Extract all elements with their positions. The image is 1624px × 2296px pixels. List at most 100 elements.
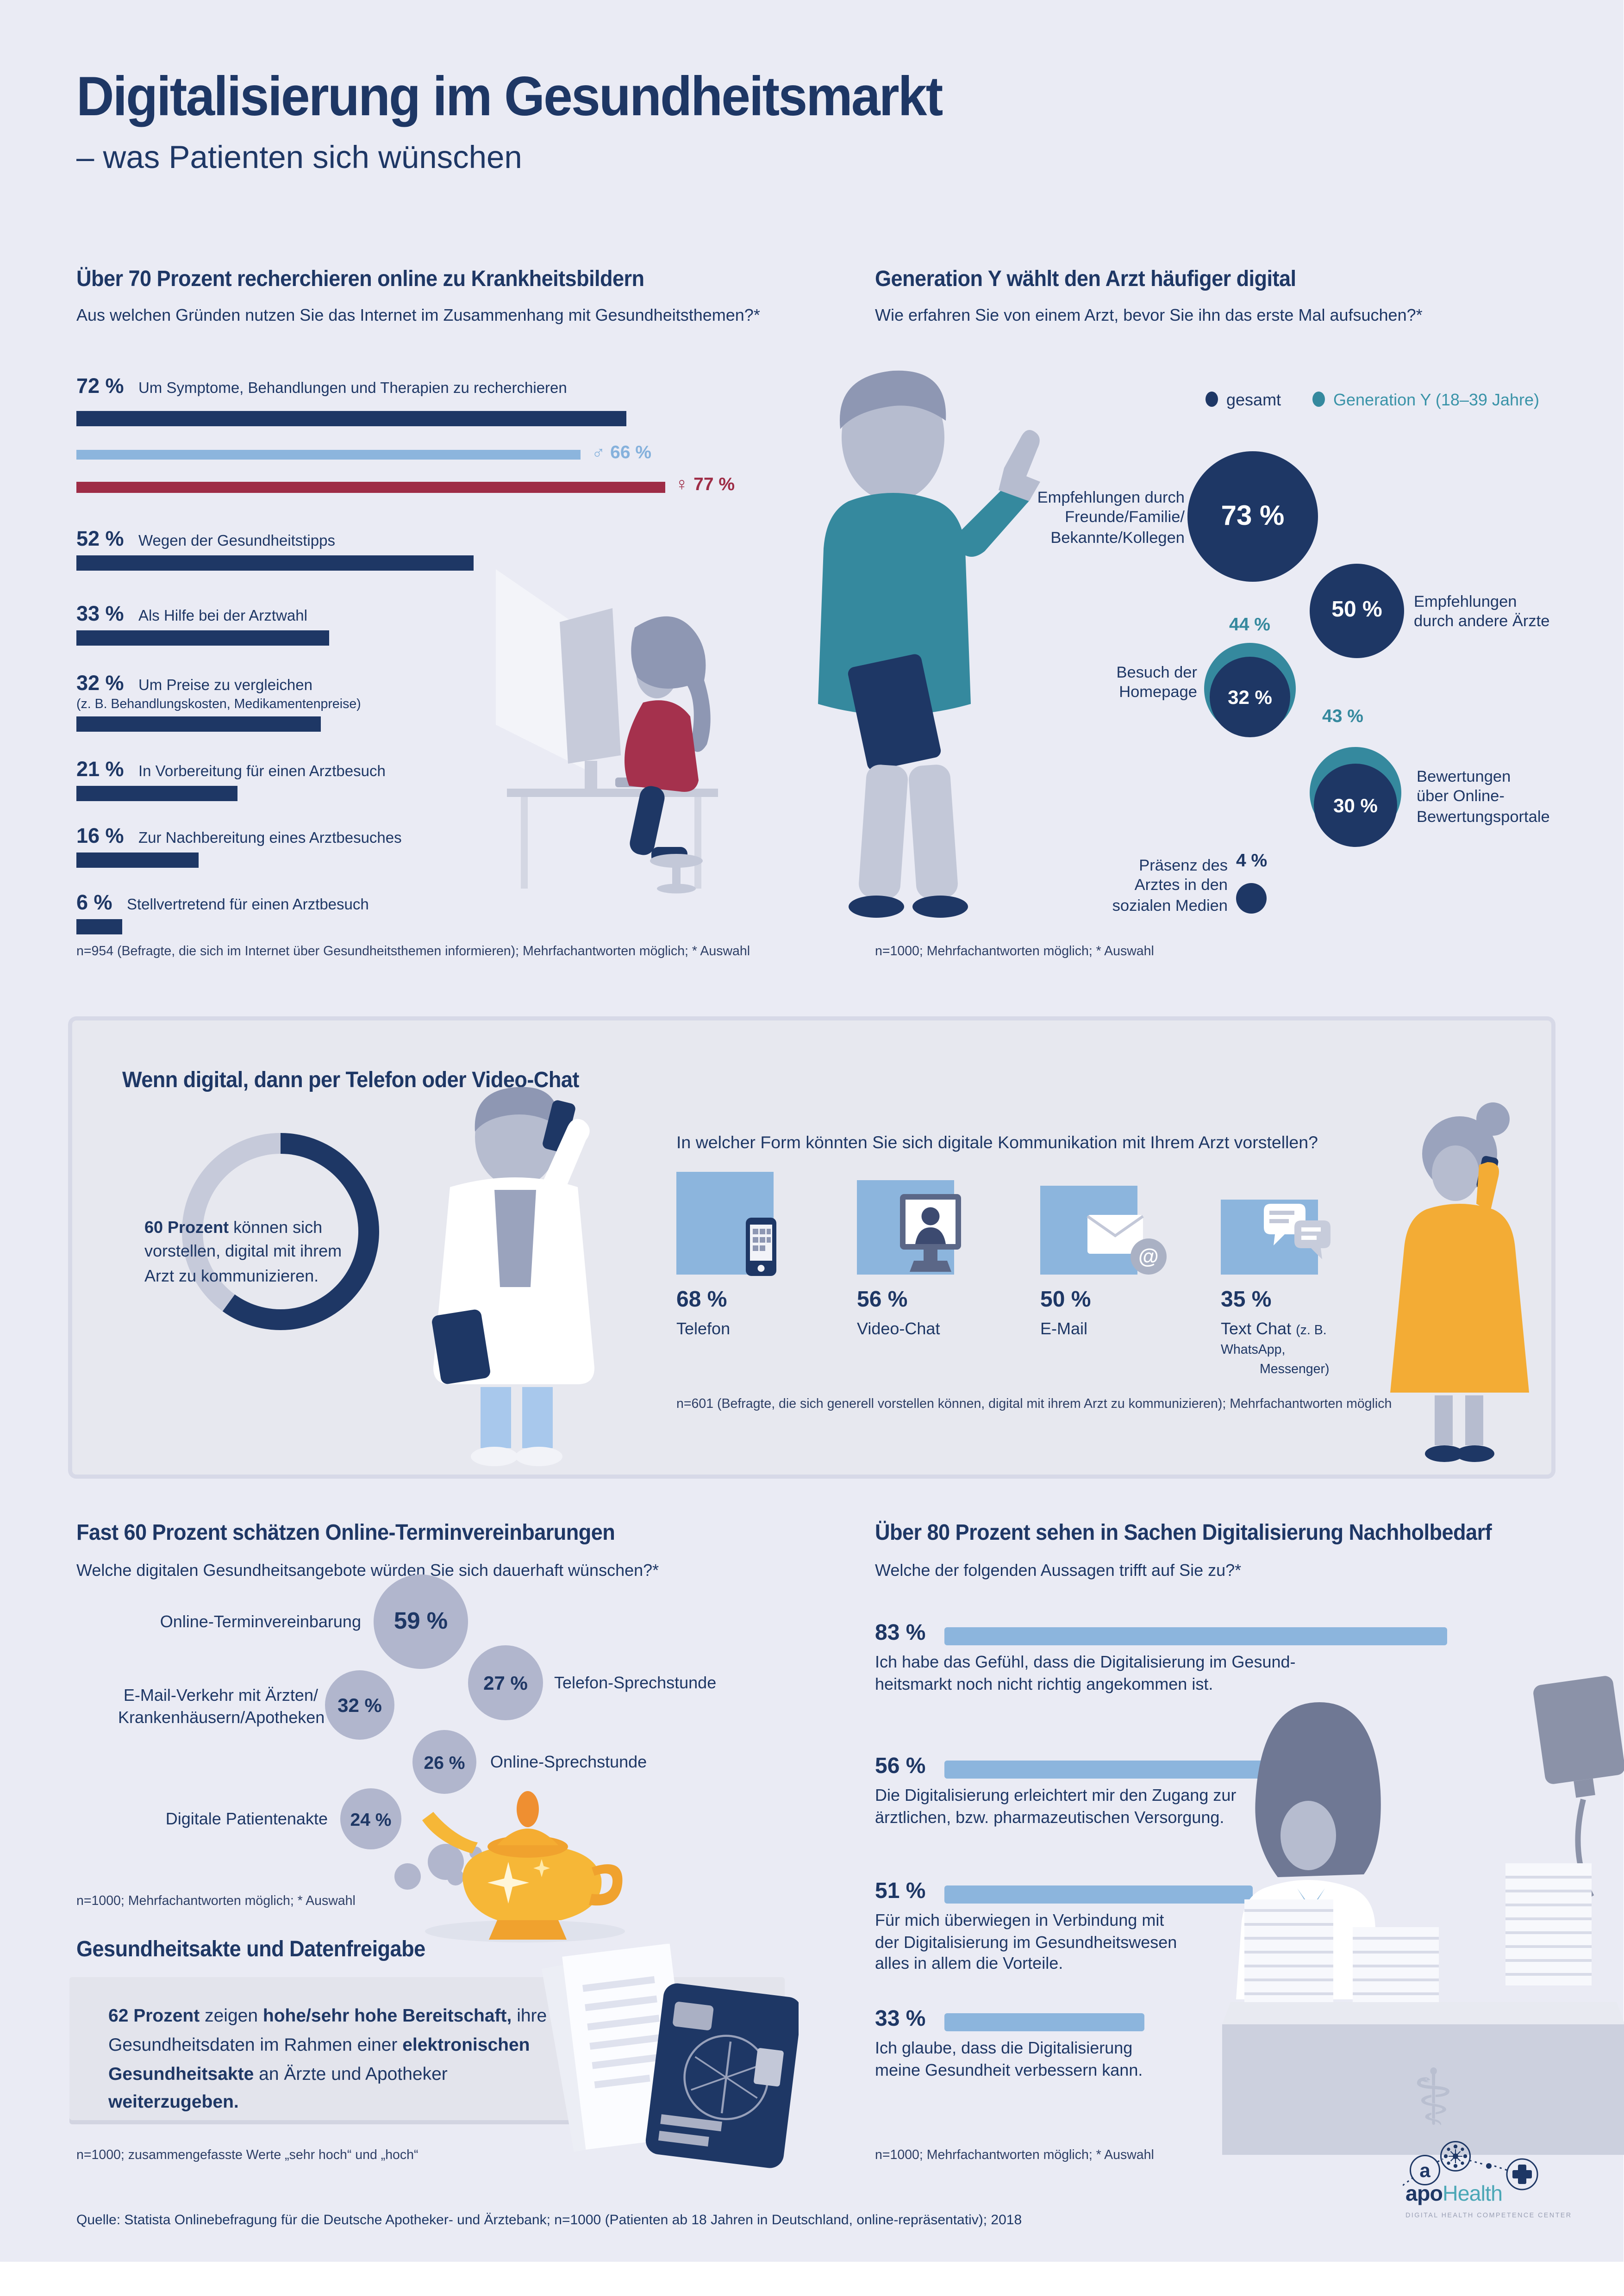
bar-row-label: 21 % In Vorbereitung für einen Arztbesuc… <box>76 758 386 783</box>
legend-dot-gesamt <box>1206 392 1218 407</box>
section-c-footnote: n=1000; Mehrfachantworten möglich; * Aus… <box>76 1894 356 1909</box>
bubble-label: Online-Terminvereinbarung <box>160 1612 361 1631</box>
geny-value-43: 43 % <box>1322 705 1363 726</box>
shoe <box>515 1447 562 1466</box>
monitor <box>560 608 621 764</box>
bubble-27: 27 % <box>468 1645 543 1720</box>
statement-bold: 62 Prozent <box>108 2005 200 2026</box>
bar-label-main: Text Chat <box>1221 1319 1292 1338</box>
section-d-footnote: n=1000; zusammengefasste Werte „sehr hoc… <box>76 2148 418 2163</box>
shoe <box>912 896 968 918</box>
bar-caption: Zur Nachbereitung eines Arztbesuches <box>138 830 402 847</box>
logo-dotted-lines <box>1403 2158 1507 2186</box>
leg <box>1465 1395 1483 1445</box>
logo-plus-circle <box>1506 2158 1538 2190</box>
genie-lamp-illustration <box>422 1791 625 1942</box>
at-glyph: @ <box>1138 1244 1159 1268</box>
bar-value: 50 % <box>1040 1288 1091 1312</box>
bar-caption: Wegen der Gesundheitstipps <box>138 533 335 550</box>
section-a-footnote: n=954 (Befragte, die sich im Internet üb… <box>76 944 750 959</box>
reception-desk-illustration: ⚕ <box>1222 1676 1624 2155</box>
donut-hole <box>203 1154 358 1309</box>
statement-part: ihre Gesundheitsdaten im Rahmen einer <box>108 2005 547 2055</box>
bubble-4 <box>1236 883 1267 914</box>
screen-light <box>496 569 585 769</box>
logo-plus-icon <box>1512 2165 1532 2184</box>
thumb-up-hand <box>999 430 1040 501</box>
section-e-footnote: n=1000; Mehrfachantworten möglich; * Aus… <box>875 2148 1154 2163</box>
bar <box>76 716 321 731</box>
smoke-bubble <box>394 1863 421 1890</box>
logo-health: Health <box>1443 2183 1503 2206</box>
bar-label-small: (z. B. WhatsApp, <box>1221 1323 1327 1358</box>
bar-label: Video-Chat <box>857 1319 940 1338</box>
donut-caption-rest: können sich vorstellen, digital mit ihre… <box>144 1218 342 1286</box>
bubble-73: 73 % <box>1187 451 1318 582</box>
bar-female <box>76 482 665 493</box>
paper-stack-right <box>1505 1863 1592 1985</box>
donut-caption-bold: 60 Prozent <box>144 1218 229 1237</box>
section-e-heading: Über 80 Prozent sehen in Sachen Digitali… <box>875 1522 1492 1545</box>
sweater-under-coat <box>494 1190 536 1287</box>
bubble-label: Bewertungen über Online- Bewertungsporta… <box>1417 769 1550 826</box>
hair <box>475 1087 559 1132</box>
bar-value: 16 % <box>76 825 124 848</box>
lamp-spout <box>422 1812 478 1854</box>
logo-molecule-icon <box>1443 2144 1468 2168</box>
stat-value: 56 % <box>875 1755 926 1779</box>
male-value: 66 % <box>610 442 652 462</box>
stat-text: Für mich überwiegen in Verbindung mit de… <box>875 1910 1177 1973</box>
tablet <box>848 654 941 771</box>
male-icon: ♂ <box>592 442 606 462</box>
paper-stack-left <box>1244 1899 1333 2002</box>
shoe <box>849 896 904 918</box>
bar-label: Telefon <box>676 1319 731 1338</box>
stool-base <box>657 884 696 894</box>
legend-label: gesamt <box>1226 390 1281 410</box>
health-card <box>645 1983 799 2168</box>
donut-chart-60 <box>182 1133 379 1330</box>
bar-row-label: 6 % Stellvertretend für einen Arztbesuch <box>76 891 369 916</box>
bubble-label: Telefon-Sprechstunde <box>554 1673 717 1692</box>
bar-row-label: 72 % Um Symptome, Behandlungen und Thera… <box>76 375 567 400</box>
bar-caption: Um Preise zu vergleichen <box>138 678 312 694</box>
section-c-heading: Fast 60 Prozent schätzen Online-Terminve… <box>76 1522 615 1545</box>
bubble-32: 32 % <box>1210 657 1290 737</box>
shoe <box>1425 1445 1464 1462</box>
sparkle <box>487 1862 529 1904</box>
bar-value: 35 % <box>1221 1288 1272 1312</box>
bar <box>76 630 329 645</box>
bar-row-label: 32 % Um Preise zu vergleichen <box>76 672 312 697</box>
page-subtitle: – was Patienten sich wünschen <box>76 139 522 175</box>
bar <box>76 852 199 867</box>
stat-bar <box>944 2013 1144 2031</box>
leg <box>1435 1395 1453 1445</box>
bubble-value: 26 % <box>424 1751 465 1773</box>
bubble-value: 30 % <box>1333 794 1378 816</box>
paper-lines <box>582 1976 665 2089</box>
face <box>1432 1145 1479 1201</box>
bubble-32: 32 % <box>325 1670 394 1740</box>
apohealth-logo-text: apoHealth <box>1405 2183 1528 2208</box>
bubble-value: 73 % <box>1221 500 1285 531</box>
female-value: 77 % <box>693 473 735 494</box>
stool-seat <box>650 854 703 868</box>
geny-value-44: 44 % <box>1229 614 1270 635</box>
senior-woman-phone-illustration <box>1390 1102 1529 1462</box>
leg <box>481 1387 511 1448</box>
leg <box>909 765 958 899</box>
bubble-value: 27 % <box>483 1672 528 1694</box>
bar-caption: Stellvertretend für einen Arztbesuch <box>126 897 369 914</box>
bubble-label: Besuch der Homepage <box>1116 665 1197 702</box>
lamp-knob <box>517 1791 539 1827</box>
bar-subcaption: (z. B. Behandlungskosten, Medikamentenpr… <box>76 697 361 712</box>
legend-label: Generation Y (18–39 Jahre) <box>1333 390 1539 410</box>
bubble-label: Empfehlungen durch andere Ärzte <box>1414 594 1550 631</box>
statement-bold: elektronischen Gesundheitsakte <box>108 2034 530 2084</box>
section-b-heading: Generation Y wählt den Arzt häufiger dig… <box>875 268 1296 292</box>
email-icon: @ <box>1087 1215 1167 1275</box>
sparkle-small <box>533 1859 550 1877</box>
legend-gesamt: gesamt <box>1206 390 1281 410</box>
statement-bold: hohe/sehr hohe Bereitschaft, <box>262 2005 512 2026</box>
statement-bold: weiterzugeben. <box>108 2091 239 2113</box>
